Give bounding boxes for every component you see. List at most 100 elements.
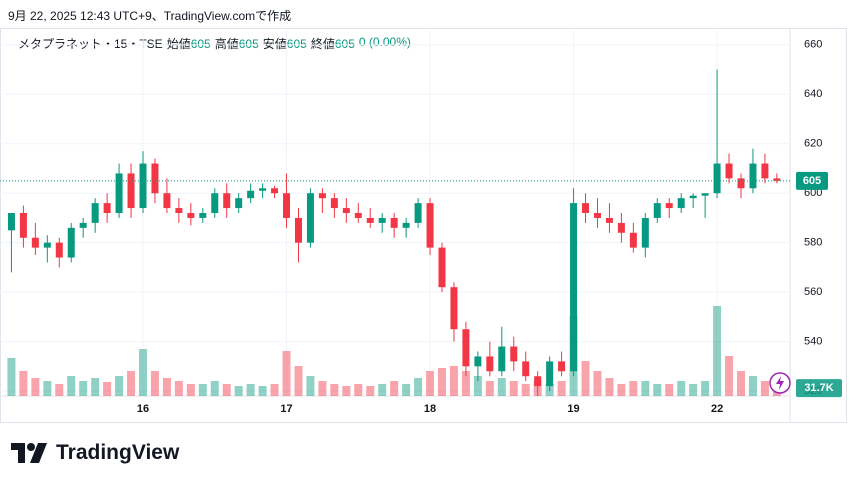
- volume-bar: [665, 384, 674, 396]
- candle-body: [701, 193, 709, 196]
- candle-body: [450, 287, 458, 330]
- legend-value: 605: [190, 37, 211, 51]
- chart: 520540560580600620640660161718192260531.…: [0, 28, 847, 423]
- candle-body: [306, 193, 314, 243]
- candle-body: [546, 361, 554, 387]
- volume-bar: [19, 371, 28, 396]
- volume-bar: [378, 384, 387, 396]
- volume-bar: [689, 384, 698, 396]
- volume-bar: [557, 381, 566, 396]
- volume-label: 31.7K: [804, 382, 833, 394]
- candle-body: [271, 188, 279, 194]
- candle-body: [127, 173, 135, 209]
- volume-bar: [150, 371, 159, 396]
- candle-body: [593, 213, 601, 218]
- last-price-label: 605: [803, 175, 821, 187]
- logo-text: TradingView: [56, 441, 180, 464]
- candle-body: [486, 356, 494, 372]
- legend-field: 終値605: [311, 35, 355, 52]
- volume-bar: [67, 376, 76, 396]
- candle-body: [605, 217, 613, 223]
- candle-body: [713, 163, 721, 194]
- volume-bar: [318, 381, 327, 396]
- frame: [0, 28, 847, 423]
- candle-body: [139, 163, 147, 209]
- volume-bar: [210, 381, 219, 396]
- volume-bar: [7, 358, 16, 396]
- legend-label: 終値: [310, 37, 335, 51]
- volume-bar: [79, 381, 88, 396]
- candle-body: [629, 232, 637, 248]
- x-tick-label: 18: [424, 403, 436, 415]
- candle-body: [498, 346, 506, 372]
- candle-body: [522, 361, 530, 377]
- volume-bar: [306, 376, 315, 396]
- y-tick-label: 660: [804, 39, 822, 51]
- candle-body: [7, 213, 15, 231]
- candle-body: [91, 203, 99, 223]
- candle-body: [689, 195, 697, 199]
- candle-body: [737, 178, 745, 189]
- volume-bar: [485, 381, 494, 396]
- candle-body: [187, 213, 195, 218]
- candle-body: [19, 213, 27, 238]
- volume-bar: [748, 376, 757, 396]
- y-tick-label: 560: [804, 286, 822, 298]
- candle-body: [283, 193, 291, 218]
- volume-bar: [174, 381, 183, 396]
- candle-body: [259, 188, 267, 191]
- volume-bar: [294, 366, 303, 396]
- legend: メタプラネット・15・TSE 始値605 高値605 安値605 終値605 0…: [18, 35, 411, 52]
- candle-body: [749, 163, 757, 189]
- candle-body: [235, 198, 243, 209]
- volume-bar: [677, 381, 686, 396]
- lightning-button[interactable]: [768, 371, 792, 395]
- candle-body: [378, 217, 386, 223]
- x-tick-label: 19: [567, 403, 579, 415]
- x-tick-label: 16: [137, 403, 149, 415]
- volume-bar: [414, 378, 423, 396]
- candle-body: [115, 173, 123, 213]
- volume-bar: [605, 378, 614, 396]
- volume-bar: [725, 356, 734, 396]
- volume-bar: [282, 351, 291, 396]
- candle-body: [617, 222, 625, 233]
- volume-bar: [521, 384, 530, 396]
- candle-body: [582, 203, 590, 213]
- volume-bar: [330, 384, 339, 396]
- legend-field: 高値605: [215, 35, 259, 52]
- candle-body: [414, 203, 422, 223]
- candle-body: [570, 203, 578, 372]
- legend-field: 始値605: [167, 35, 211, 52]
- candle-body: [247, 190, 255, 199]
- volume-bar: [270, 384, 279, 396]
- volume-bar: [713, 306, 722, 396]
- volume-bar: [653, 384, 662, 396]
- volume-bar: [509, 381, 518, 396]
- x-tick-label: 17: [280, 403, 292, 415]
- candle-body: [318, 193, 326, 199]
- logo-icon: [11, 443, 47, 463]
- candle-body: [462, 329, 470, 367]
- volume-bar: [449, 366, 458, 396]
- volume-bar: [593, 371, 602, 396]
- legend-value: 605: [286, 37, 307, 51]
- volume-bar: [186, 384, 195, 396]
- y-tick-label: 540: [804, 336, 822, 348]
- volume-bar: [115, 376, 124, 396]
- volume-bar: [127, 371, 136, 396]
- candle-body: [558, 361, 566, 372]
- legend-value: 605: [334, 37, 355, 51]
- candle-body: [665, 203, 673, 209]
- header: 9月 22, 2025 12:43 UTC+9、TradingView.comで…: [8, 9, 292, 23]
- candle-body: [79, 222, 87, 228]
- volume-bar: [91, 378, 100, 396]
- y-tick-label: 600: [804, 187, 822, 199]
- volume-bar: [629, 381, 638, 396]
- candle-body: [199, 213, 207, 218]
- legend-label: 安値: [262, 37, 287, 51]
- last-price-box: [796, 171, 828, 190]
- volume-bar: [222, 384, 231, 396]
- volume-bar: [402, 384, 411, 396]
